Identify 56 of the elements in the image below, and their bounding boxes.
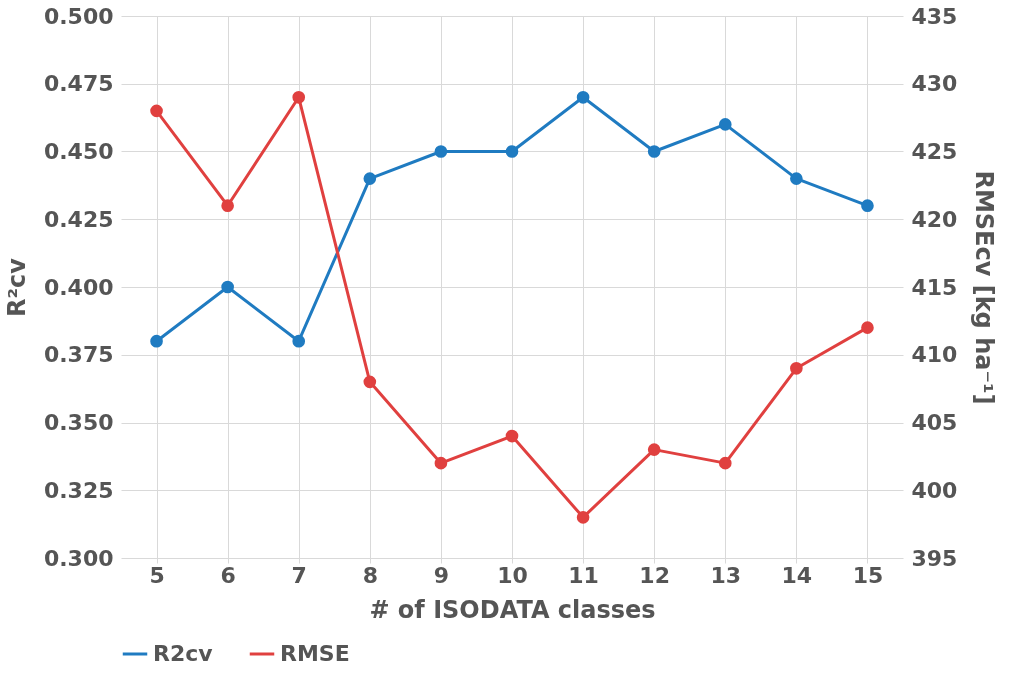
x-tick-label: 11: [568, 562, 599, 588]
point: [221, 199, 234, 213]
legend-label: RMSE: [280, 641, 350, 666]
y2-tick-label: 435: [911, 3, 958, 29]
y2-tick-label: 405: [911, 410, 958, 435]
y-tick-label: 0.500: [43, 3, 114, 29]
point: [292, 90, 306, 104]
point: [363, 375, 377, 389]
point: [861, 321, 874, 334]
x-tick-label: 6: [220, 562, 236, 588]
point: [576, 90, 590, 104]
x-axis-title: # of ISODATA classes: [369, 595, 656, 624]
point: [718, 456, 732, 470]
y-tick-label: 0.400: [43, 274, 114, 300]
y-tick-label: 0.475: [43, 71, 114, 97]
x-tick-label: 14: [781, 562, 813, 588]
x-tick-label: 13: [710, 562, 742, 588]
x-tick-label: 12: [639, 562, 670, 588]
point: [576, 511, 590, 524]
point: [505, 429, 519, 443]
point: [150, 334, 163, 348]
point: [790, 172, 803, 185]
y-axis-title: R²cv: [2, 257, 31, 317]
x-tick-label: 15: [852, 562, 884, 588]
point: [647, 145, 661, 158]
x-tick-label: 8: [362, 562, 378, 588]
point: [150, 104, 163, 118]
x-tick-label: 5: [149, 562, 165, 588]
point: [718, 118, 732, 131]
y-tick-label: 0.425: [43, 206, 114, 232]
y2-tick-label: 425: [911, 139, 958, 164]
y2-tick-label: 410: [911, 342, 958, 368]
y-tick-label: 0.325: [43, 477, 114, 503]
y2-tick-label: 420: [911, 206, 958, 232]
x-tick-label: 10: [497, 562, 528, 588]
y-tick-label: 0.350: [43, 410, 114, 435]
point: [221, 280, 234, 294]
y2-tick-label: 395: [911, 545, 958, 571]
point: [861, 199, 874, 213]
point: [647, 443, 661, 456]
y-tick-label: 0.450: [43, 139, 114, 164]
y2-axis-title: RMSEcv [kg ha⁻¹]: [970, 170, 999, 405]
legend-label: R2cv: [153, 641, 214, 666]
y-tick-label: 0.300: [43, 545, 114, 571]
point: [505, 145, 519, 158]
y2-tick-label: 400: [911, 477, 958, 503]
point: [790, 361, 803, 375]
point: [292, 334, 306, 348]
point: [434, 456, 448, 470]
point: [363, 172, 377, 185]
y-tick-label: 0.375: [43, 342, 114, 368]
y2-tick-label: 415: [911, 274, 958, 300]
y2-tick-label: 430: [911, 71, 958, 97]
x-tick-label: 9: [433, 562, 450, 588]
point: [434, 145, 448, 158]
x-tick-label: 7: [291, 562, 307, 588]
